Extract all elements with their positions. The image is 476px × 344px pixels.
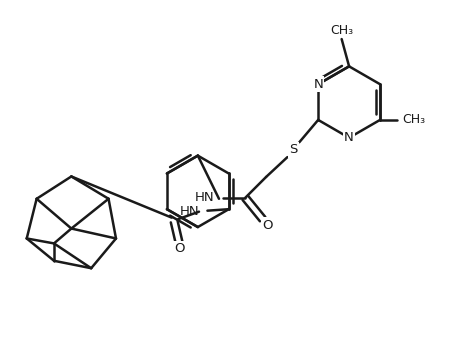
Text: HN: HN: [179, 205, 199, 218]
Text: N: N: [344, 131, 354, 144]
Text: O: O: [174, 243, 184, 255]
Text: CH₃: CH₃: [402, 114, 426, 127]
Text: S: S: [289, 143, 298, 156]
Text: HN: HN: [194, 191, 214, 204]
Text: O: O: [262, 218, 273, 232]
Text: N: N: [313, 78, 323, 91]
Text: CH₃: CH₃: [330, 24, 353, 37]
